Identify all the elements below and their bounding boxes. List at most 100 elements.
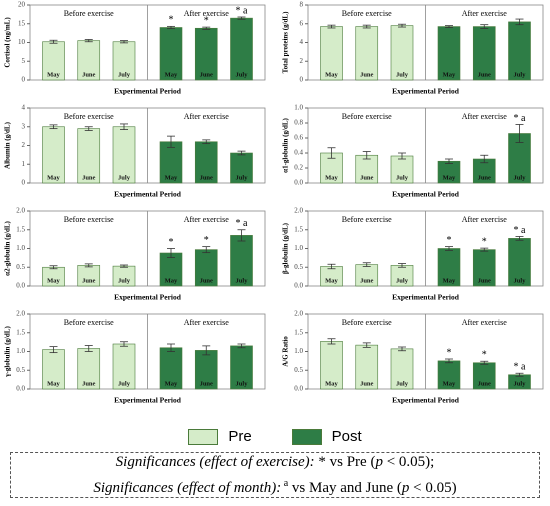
- y-tick-label: 0.0: [294, 385, 303, 393]
- y-tick-label: 0.5: [16, 366, 25, 374]
- group-label: Before exercise: [342, 215, 392, 224]
- category-label: July: [118, 277, 131, 284]
- error-bar: [49, 346, 58, 354]
- y-tick-label: 10: [18, 38, 26, 46]
- y-tick-label: 1.0: [16, 244, 25, 252]
- category-label: July: [236, 380, 249, 387]
- y-tick-label: 1.0: [294, 104, 303, 112]
- category-label: July: [236, 174, 249, 181]
- error-bar: [480, 154, 489, 164]
- y-tick-label: 1.0: [16, 347, 25, 355]
- note-text: Significances (effect of exercise):: [115, 453, 315, 470]
- x-axis-label: Experimental Period: [114, 396, 182, 405]
- y-tick-label: 0.0: [16, 282, 25, 290]
- category-label: May: [165, 380, 178, 387]
- error-bar: [120, 264, 128, 268]
- significance-mark: *: [482, 236, 487, 247]
- error-bar: [398, 346, 406, 352]
- note-text: < 0.05): [409, 479, 457, 496]
- category-label: May: [325, 277, 338, 284]
- category-label: May: [165, 277, 178, 284]
- group-label: After exercise: [184, 318, 230, 327]
- error-bar: [515, 236, 524, 241]
- x-axis-label: Experimental Period: [114, 293, 182, 302]
- group-label: Before exercise: [64, 215, 114, 224]
- note-text: p: [375, 453, 383, 470]
- category-label: June: [360, 380, 373, 387]
- y-tick-label: 20: [18, 1, 26, 9]
- group-label: Before exercise: [64, 318, 114, 327]
- group-label: Before exercise: [342, 112, 392, 121]
- category-label: June: [200, 380, 213, 387]
- y-tick-label: 1.5: [16, 225, 25, 233]
- y-tick-label: 0.5: [294, 263, 303, 271]
- note-text: p: [401, 479, 410, 496]
- category-label: July: [514, 380, 527, 387]
- y-tick-label: 0.5: [294, 366, 303, 374]
- error-bar: [202, 345, 211, 356]
- group-label: After exercise: [184, 9, 230, 18]
- category-label: June: [200, 71, 213, 78]
- error-bar: [327, 24, 336, 29]
- category-label: May: [325, 71, 338, 78]
- error-bar: [480, 360, 489, 365]
- error-bar: [167, 343, 175, 352]
- error-bar: [362, 24, 371, 29]
- group-label: Before exercise: [342, 318, 392, 327]
- error-bar: [237, 16, 246, 20]
- category-label: May: [47, 277, 60, 284]
- error-bar: [84, 345, 93, 352]
- category-label: July: [236, 71, 249, 78]
- x-axis-label: Experimental Period: [392, 87, 460, 96]
- error-bar: [237, 150, 246, 156]
- y-tick-label: 1.5: [16, 328, 25, 336]
- y-tick-label: 0.0: [294, 179, 303, 187]
- category-label: June: [478, 380, 491, 387]
- category-label: June: [200, 174, 213, 181]
- legend-item: Pre: [188, 428, 252, 445]
- category-label: July: [514, 71, 527, 78]
- category-label: May: [325, 380, 338, 387]
- legend-item: Post: [291, 428, 362, 445]
- error-bar: [445, 158, 453, 164]
- category-label: June: [82, 174, 95, 181]
- significance-mark: *: [447, 347, 452, 358]
- error-bar: [120, 40, 128, 44]
- error-bar: [362, 262, 371, 267]
- legend-label: Pre: [228, 428, 252, 445]
- y-tick-label: 1.5: [294, 328, 303, 336]
- category-label: June: [478, 174, 491, 181]
- y-tick-label: 1.0: [294, 244, 303, 252]
- y-tick-label: 6: [300, 19, 304, 27]
- y-tick-label: 0: [22, 179, 26, 187]
- category-label: July: [396, 380, 409, 387]
- category-label: July: [236, 277, 249, 284]
- error-bar: [515, 124, 524, 143]
- category-label: June: [82, 71, 95, 78]
- group-label: Before exercise: [64, 112, 114, 121]
- legend-label: Post: [331, 428, 362, 445]
- significance-mark: *: [482, 350, 487, 361]
- error-bar: [515, 18, 524, 26]
- error-bar: [398, 263, 406, 268]
- y-tick-label: 3: [22, 122, 26, 130]
- note-line: Significances (effect of exercise): * vs…: [116, 452, 435, 473]
- significance-mark: *: [169, 237, 174, 248]
- error-bar: [84, 39, 93, 43]
- y-tick-label: 0.6: [294, 134, 303, 142]
- y-axis-label: Total proteins (g/dL): [282, 11, 290, 74]
- category-label: July: [396, 174, 409, 181]
- group-label: After exercise: [462, 9, 508, 18]
- significance-mark: *: [204, 235, 209, 246]
- note-text: * vs Pre (: [314, 453, 376, 470]
- group-label: After exercise: [462, 215, 508, 224]
- y-tick-label: 4: [300, 38, 304, 46]
- y-tick-label: 1.0: [294, 347, 303, 355]
- significance-mark: * a: [514, 225, 527, 236]
- y-axis-label: γ-globulin (g/dL): [4, 326, 12, 378]
- y-tick-label: 5: [22, 57, 26, 65]
- error-bar: [202, 139, 211, 145]
- y-tick-label: 2: [300, 57, 304, 65]
